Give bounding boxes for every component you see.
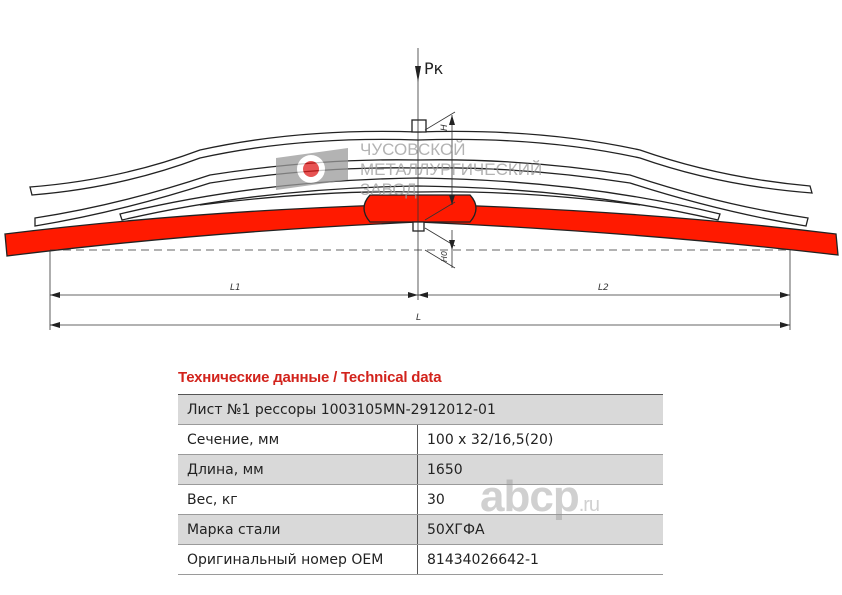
- row-value: 81434026642-1: [417, 544, 663, 575]
- dim-l1-label: L1: [230, 283, 241, 293]
- row-label: Марка стали: [178, 514, 418, 545]
- dim-l2-label: L2: [598, 283, 609, 293]
- spring-leaves: [4, 119, 839, 257]
- row-value: 1650: [417, 454, 663, 485]
- leaf-top: [29, 130, 813, 196]
- logo-line1: ЧУСОВСКОЙ: [360, 140, 465, 159]
- table-row: Марка стали 50ХГФА: [178, 514, 663, 545]
- row-value: 100 x 32/16,5(20): [417, 424, 663, 455]
- row-value: 30: [417, 484, 663, 515]
- table-row: Сечение, мм 100 x 32/16,5(20): [178, 424, 663, 455]
- logo-line2: МЕТАЛЛУРГИЧЕСКИЙ: [360, 160, 542, 179]
- dim-h0-label: H0: [440, 251, 449, 262]
- row-label: Сечение, мм: [178, 424, 418, 455]
- table-row: Длина, мм 1650: [178, 454, 663, 485]
- table-header-row: Лист №1 рессоры 1003105MN-2912012-01: [178, 394, 663, 425]
- manufacturer-logo: ЧУСОВСКОЙ МЕТАЛЛУРГИЧЕСКИЙ ЗАВОД: [276, 140, 542, 199]
- dim-h-label: H: [440, 124, 450, 131]
- center-clamp: [363, 194, 477, 223]
- bolt-nut-top: [411, 119, 427, 133]
- row-value: 50ХГФА: [417, 514, 663, 545]
- table-row: Вес, кг 30: [178, 484, 663, 515]
- bolt-head-bottom: [412, 221, 425, 232]
- technical-data-title: Технические данные / Technical data: [178, 369, 442, 386]
- row-label: Длина, мм: [178, 454, 418, 485]
- leaf-main-red: [4, 203, 839, 257]
- logo-line3: ЗАВОД: [360, 180, 417, 199]
- technical-data-table: Лист №1 рессоры 1003105MN-2912012-01 Сеч…: [178, 394, 663, 575]
- dim-l-label: L: [416, 313, 421, 323]
- leaf-spring-drawing: Рк L1 L2 L H H0 ЧУСОВСКОЙ МЕТАЛЛУРГИЧЕСК…: [4, 48, 839, 330]
- row-label: Оригинальный номер OEM: [178, 544, 418, 575]
- watermark: abcp.ru: [480, 472, 600, 521]
- load-label: Рк: [424, 59, 444, 78]
- table-header: Лист №1 рессоры 1003105MN-2912012-01: [178, 394, 663, 425]
- arrowheads: [50, 66, 790, 328]
- table-row: Оригинальный номер OEM 81434026642-1: [178, 544, 663, 575]
- row-label: Вес, кг: [178, 484, 418, 515]
- dimension-lines: [49, 48, 791, 330]
